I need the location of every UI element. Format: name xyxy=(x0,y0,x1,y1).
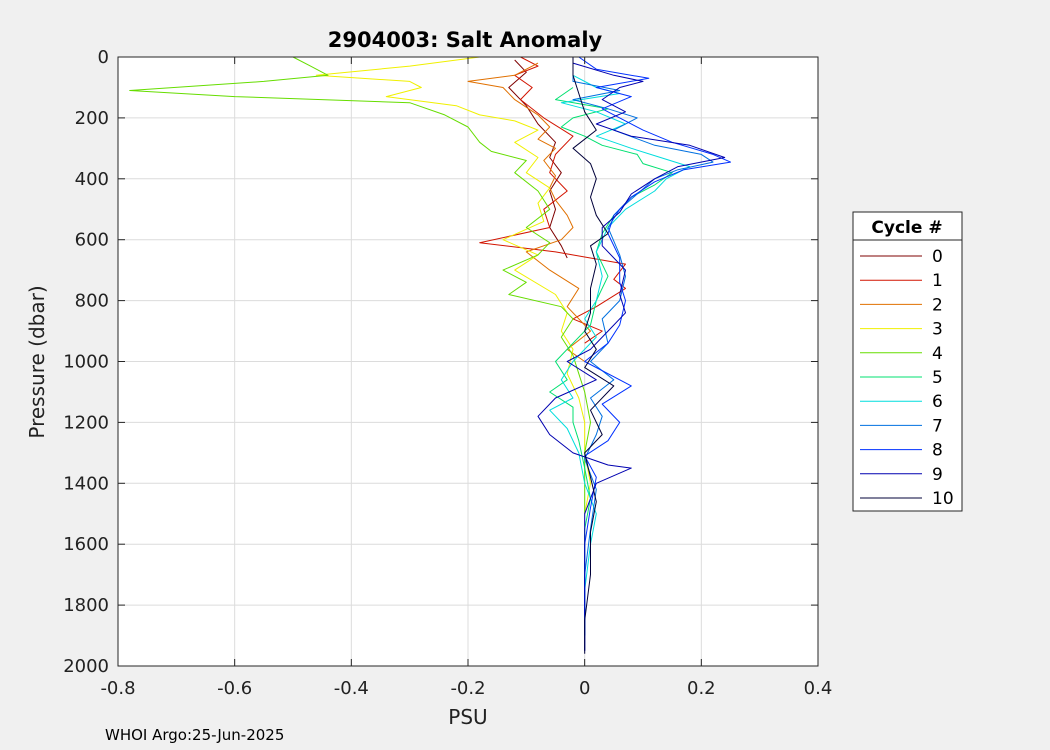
y-tick-label: 1800 xyxy=(63,595,109,616)
series-line-cycle-8 xyxy=(578,56,731,651)
series-line-cycle-7 xyxy=(572,57,714,636)
legend-box xyxy=(852,211,963,512)
y-tick-label: 1200 xyxy=(63,412,109,433)
legend-label-cycle-10: 10 xyxy=(932,489,954,509)
legend-label-cycle-5: 5 xyxy=(932,368,943,388)
y-tick-label: 2000 xyxy=(63,656,109,677)
axis-ticks: -0.8 -0.6 -0.4 -0.2 0 0.2 0.4 0 200 400 600 800 1000… xyxy=(63,47,832,699)
legend-label-cycle-4: 4 xyxy=(932,344,943,364)
series-line-cycle-1 xyxy=(479,56,626,344)
y-tick-label: 600 xyxy=(75,230,109,251)
series-line-cycle-9 xyxy=(537,62,726,651)
series-lines xyxy=(129,56,731,654)
y-tick-label: 1600 xyxy=(63,534,109,555)
legend-entries: 0 1 2 3 4 5 6 7 8 9 10 xyxy=(860,247,954,509)
y-tick-label: 200 xyxy=(75,108,109,129)
series-line-cycle-10 xyxy=(572,57,615,654)
legend: Cycle # 0 1 2 3 4 5 6 7 8 9 10 xyxy=(852,211,963,512)
x-tick-label: 0.2 xyxy=(687,678,716,699)
legend-title: Cycle # xyxy=(871,218,942,238)
series-line-cycle-3 xyxy=(315,56,591,514)
series-line-cycle-4 xyxy=(129,56,591,514)
legend-label-cycle-1: 1 xyxy=(932,271,943,291)
legend-label-cycle-6: 6 xyxy=(932,392,943,412)
legend-label-cycle-7: 7 xyxy=(932,416,943,436)
footer-label: WHOI Argo:25-Jun-2025 xyxy=(105,726,284,744)
x-axis-title: PSU xyxy=(448,705,487,729)
y-tick-label: 1400 xyxy=(63,473,109,494)
x-tick-label: 0.4 xyxy=(804,678,833,699)
legend-label-cycle-2: 2 xyxy=(932,295,943,315)
legend-label-cycle-3: 3 xyxy=(932,320,943,340)
y-axis-title: Pressure (dbar) xyxy=(25,285,49,438)
y-tick-label: 1000 xyxy=(63,352,109,373)
legend-label-cycle-0: 0 xyxy=(932,247,943,267)
legend-label-cycle-8: 8 xyxy=(932,441,943,461)
y-tick-label: 400 xyxy=(75,169,109,190)
x-tick-label: -0.6 xyxy=(217,678,252,699)
x-tick-label: 0 xyxy=(579,678,590,699)
series-line-cycle-6 xyxy=(549,74,691,636)
x-tick-label: -0.2 xyxy=(450,678,485,699)
y-tick-label: 0 xyxy=(98,47,109,68)
chart-title: 2904003: Salt Anomaly xyxy=(328,28,603,52)
series-line-cycle-5 xyxy=(549,87,673,621)
legend-label-cycle-9: 9 xyxy=(932,465,943,485)
x-tick-label: -0.4 xyxy=(334,678,369,699)
y-tick-label: 800 xyxy=(75,291,109,312)
series-line-cycle-2 xyxy=(467,62,591,362)
x-tick-label: -0.8 xyxy=(100,678,135,699)
